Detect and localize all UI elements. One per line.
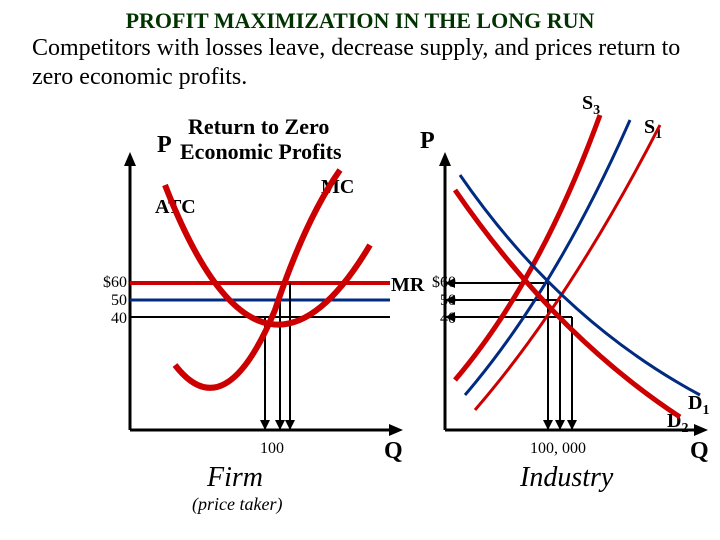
mc-curve [175,170,340,388]
firm-y-arrow [124,152,136,166]
ind-x-arrow [694,424,708,436]
atc-curve [165,185,370,325]
ind-y-arrow [439,152,451,166]
diagram-svg [0,0,720,540]
firm-x-arrow [389,424,403,436]
d1-curve [460,175,700,395]
d2-curve [455,190,680,417]
s1-curve [475,125,660,410]
s3-curve [455,115,600,380]
